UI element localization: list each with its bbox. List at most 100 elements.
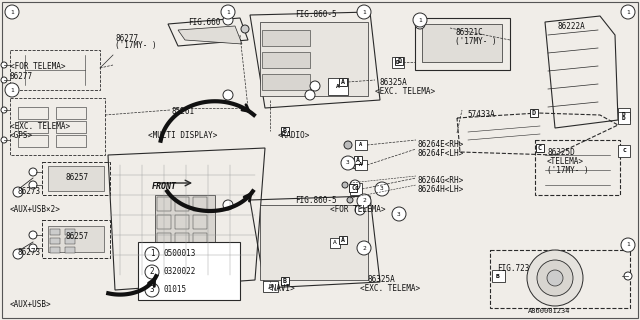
Bar: [395, 57, 403, 65]
Circle shape: [537, 260, 573, 296]
Circle shape: [1, 62, 7, 68]
Bar: [10, 50, 100, 90]
Text: 86257: 86257: [66, 232, 89, 241]
Text: C: C: [354, 187, 358, 191]
Circle shape: [221, 5, 235, 19]
Bar: [330, 238, 340, 248]
Circle shape: [145, 265, 159, 279]
Text: 86222A: 86222A: [558, 22, 586, 31]
Text: 1: 1: [10, 10, 14, 14]
Bar: [281, 277, 289, 285]
Bar: [618, 108, 630, 120]
Circle shape: [345, 158, 355, 168]
Text: FIG.660: FIG.660: [188, 18, 220, 27]
Bar: [354, 156, 362, 164]
Text: A: A: [356, 157, 360, 163]
Text: <AUX+USB>: <AUX+USB>: [10, 300, 52, 309]
Text: <RADIO>: <RADIO>: [278, 131, 310, 140]
Bar: [281, 127, 289, 135]
Circle shape: [357, 241, 371, 255]
Text: 86325A: 86325A: [368, 275, 396, 284]
Bar: [175, 197, 189, 211]
Bar: [50, 229, 60, 235]
Circle shape: [375, 182, 389, 196]
Text: 86264G<RH>: 86264G<RH>: [418, 176, 464, 185]
Text: C: C: [538, 145, 542, 151]
Text: ('17MY- ): ('17MY- ): [455, 37, 497, 46]
Circle shape: [357, 5, 371, 19]
Text: D: D: [622, 111, 626, 116]
Text: 86277: 86277: [115, 34, 138, 43]
Text: 2: 2: [362, 198, 366, 204]
Circle shape: [145, 283, 159, 297]
Text: B: B: [268, 284, 272, 290]
Circle shape: [223, 90, 233, 100]
Text: <FOR TELEMA>: <FOR TELEMA>: [10, 62, 65, 71]
Bar: [50, 247, 60, 253]
Circle shape: [29, 168, 37, 176]
Bar: [56, 121, 86, 133]
Circle shape: [624, 272, 632, 280]
Bar: [193, 233, 207, 247]
Text: FIG.860-5: FIG.860-5: [295, 196, 337, 205]
Text: 3: 3: [150, 285, 154, 294]
Circle shape: [392, 207, 406, 221]
Text: A: A: [360, 163, 363, 167]
Text: B: B: [283, 128, 287, 134]
Bar: [175, 215, 189, 229]
Bar: [618, 145, 630, 157]
Bar: [262, 30, 310, 46]
Text: 1: 1: [226, 10, 230, 14]
Circle shape: [341, 156, 355, 170]
Bar: [392, 57, 404, 68]
Text: ('17MY- ): ('17MY- ): [547, 166, 589, 175]
Bar: [193, 197, 207, 211]
Bar: [157, 197, 171, 211]
Circle shape: [1, 107, 7, 113]
Circle shape: [305, 90, 315, 100]
Bar: [618, 112, 630, 124]
Text: 57433A: 57433A: [467, 110, 495, 119]
Bar: [536, 144, 544, 152]
Text: A: A: [333, 241, 337, 245]
Bar: [48, 166, 104, 191]
Text: <TELEMA>: <TELEMA>: [547, 157, 584, 166]
Bar: [56, 107, 86, 119]
Text: 1: 1: [626, 10, 630, 14]
Bar: [18, 107, 48, 119]
Circle shape: [29, 244, 37, 252]
Text: D: D: [532, 110, 536, 116]
Text: 2: 2: [150, 268, 154, 276]
Text: 86325A: 86325A: [380, 78, 408, 87]
Bar: [157, 233, 171, 247]
Text: <AUX+USB×2>: <AUX+USB×2>: [10, 205, 61, 214]
Circle shape: [342, 182, 348, 188]
Text: 3: 3: [346, 161, 350, 165]
Text: 0500013: 0500013: [164, 250, 196, 259]
Bar: [65, 247, 75, 253]
Bar: [65, 229, 75, 235]
Bar: [10, 98, 105, 155]
Bar: [262, 74, 310, 90]
Text: FIG.723: FIG.723: [497, 264, 529, 273]
Text: B: B: [283, 278, 287, 284]
Bar: [260, 205, 368, 280]
Bar: [42, 220, 110, 258]
Text: 1: 1: [10, 87, 14, 92]
Bar: [157, 215, 171, 229]
Text: <NAVI>: <NAVI>: [268, 284, 296, 293]
Circle shape: [29, 181, 37, 189]
Bar: [260, 22, 368, 96]
Text: <EXC. TELEMA>: <EXC. TELEMA>: [375, 87, 435, 96]
Text: 86257: 86257: [66, 173, 89, 182]
Bar: [422, 24, 502, 62]
Text: D: D: [622, 116, 626, 121]
Bar: [339, 236, 347, 244]
Circle shape: [621, 238, 635, 252]
Text: A: A: [341, 79, 345, 85]
Circle shape: [223, 200, 233, 210]
Bar: [530, 109, 538, 117]
Text: ('17MY- ): ('17MY- ): [115, 41, 157, 50]
Text: 3: 3: [397, 212, 401, 217]
Text: 01015: 01015: [164, 285, 187, 294]
